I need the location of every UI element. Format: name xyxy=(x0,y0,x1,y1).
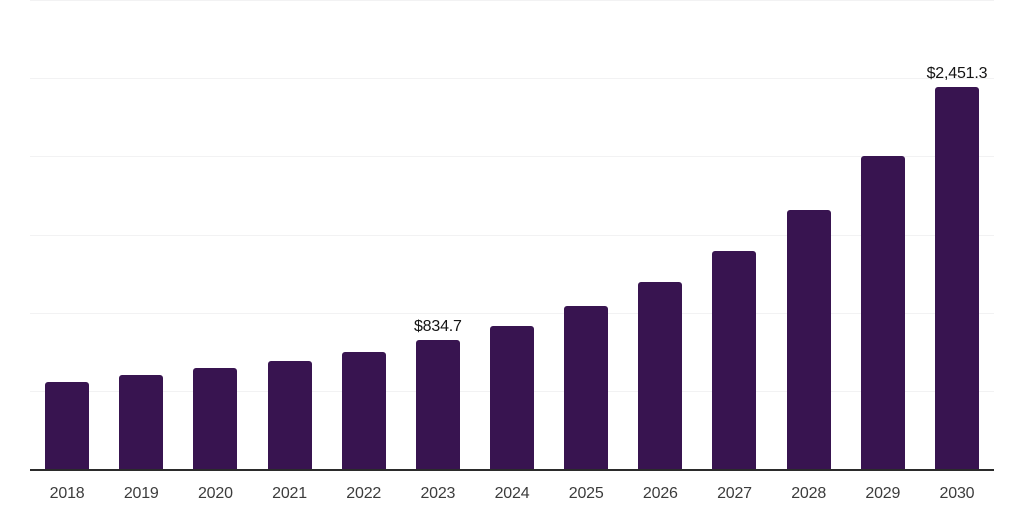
data-label-2023: $834.7 xyxy=(413,317,462,335)
bar-2018 xyxy=(45,381,90,470)
x-axis-labels: 2018 2019 2020 2021 2022 2023 2024 2025 2026 2027… xyxy=(30,485,994,503)
bar-2028 xyxy=(786,209,831,470)
bar-band-2019 xyxy=(104,1,178,470)
gridline-1500 xyxy=(30,234,994,236)
gridline-1000 xyxy=(30,312,994,314)
x-tick-2030: 2030 xyxy=(939,485,975,502)
bar-band-2027 xyxy=(697,1,771,470)
gridline-3000 xyxy=(30,0,994,1)
x-tick-2021: 2021 xyxy=(272,485,307,502)
bar-band-2029 xyxy=(846,1,920,470)
x-tick-2025: 2025 xyxy=(568,485,604,502)
x-tick-2023: 2023 xyxy=(420,485,456,502)
bar-2022 xyxy=(341,351,386,470)
bar-band-2023: $834.7 xyxy=(401,1,475,470)
x-tick-2026: 2026 xyxy=(642,485,678,502)
bar-band-2026 xyxy=(623,1,697,470)
bar-band-2018 xyxy=(30,1,104,470)
gridline-2500 xyxy=(30,78,994,80)
bar-2029 xyxy=(860,155,905,470)
bar-2030 xyxy=(934,86,979,470)
x-tick-2028: 2028 xyxy=(791,485,827,502)
bar-band-2028 xyxy=(772,1,846,470)
bar-band-2025 xyxy=(549,1,623,470)
bar-band-2021 xyxy=(252,1,326,470)
x-tick-2022: 2022 xyxy=(346,485,382,502)
x-tick-2018: 2018 xyxy=(49,485,85,502)
bar-2020 xyxy=(193,368,238,470)
bars-row: $834.7 $2,451.3 xyxy=(30,1,994,470)
data-label-2030: $2,451.3 xyxy=(926,64,988,82)
x-tick-2027: 2027 xyxy=(717,485,752,502)
x-tick-2024: 2024 xyxy=(494,485,530,502)
bar-2025 xyxy=(564,306,609,470)
bar-2024 xyxy=(490,326,535,470)
bar-2023 xyxy=(415,339,460,470)
gridline-2000 xyxy=(30,156,994,158)
x-tick-2019: 2019 xyxy=(123,485,159,502)
bar-band-2030: $2,451.3 xyxy=(920,1,994,470)
bar-band-2020 xyxy=(178,1,252,470)
bar-2021 xyxy=(267,360,312,470)
plot-area: $834.7 $2,451.3 xyxy=(30,0,994,470)
x-tick-2020: 2020 xyxy=(197,485,233,502)
bar-band-2022 xyxy=(327,1,401,470)
bar-2027 xyxy=(712,251,757,470)
x-axis-line xyxy=(30,469,994,471)
bar-band-2024 xyxy=(475,1,549,470)
bar-2019 xyxy=(119,374,164,470)
x-tick-2029: 2029 xyxy=(865,485,901,502)
bar-2026 xyxy=(638,281,683,470)
